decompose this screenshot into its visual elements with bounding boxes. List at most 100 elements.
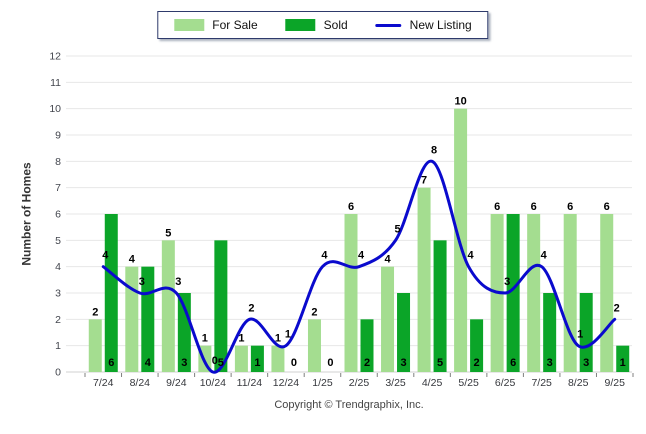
new-listing-value-label: 2 — [248, 302, 254, 314]
new-listing-value-label: 8 — [431, 144, 437, 156]
new-listing-value-label: 4 — [541, 250, 548, 262]
for-sale-value-label: 1 — [238, 333, 244, 345]
new-listing-value-label: 3 — [504, 276, 510, 288]
for-sale-value-label: 6 — [494, 201, 500, 213]
bar-for-sale — [234, 345, 248, 372]
x-tick-label: 8/24 — [130, 377, 151, 389]
bar-sold — [214, 240, 228, 372]
new-listing-value-label: 2 — [614, 302, 620, 314]
for-sale-value-label: 5 — [165, 227, 171, 239]
for-sale-value-label: 1 — [275, 333, 281, 345]
sold-value-label: 0 — [291, 357, 297, 369]
new-listing-value-label: 4 — [358, 250, 365, 262]
new-listing-value-label: 1 — [577, 329, 583, 341]
bar-sold — [360, 319, 374, 372]
bar-sold — [397, 293, 411, 372]
sold-swatch-icon — [285, 19, 316, 31]
for-sale-value-label: 6 — [604, 201, 610, 213]
copyright-text: Copyright © Trendgraphix, Inc. — [274, 399, 424, 411]
for-sale-value-label: 4 — [129, 254, 136, 266]
bar-for-sale — [161, 240, 175, 372]
new-listing-value-label: 3 — [175, 276, 181, 288]
x-tick-label: 7/25 — [531, 377, 552, 389]
y-tick-label: 8 — [55, 156, 61, 168]
new-listing-value-label: 4 — [102, 250, 109, 262]
for-sale-value-label: 10 — [454, 96, 466, 108]
sold-value-label: 3 — [547, 357, 553, 369]
sold-value-label: 6 — [510, 357, 516, 369]
sold-value-label: 5 — [437, 357, 443, 369]
bar-sold — [433, 240, 447, 372]
legend-item-sold: Sold — [285, 18, 348, 32]
y-tick-label: 7 — [55, 182, 61, 194]
x-tick-label: 9/25 — [605, 377, 626, 389]
x-tick-label: 2/25 — [349, 377, 370, 389]
sold-value-label: 1 — [620, 357, 626, 369]
for-sale-value-label: 2 — [92, 306, 98, 318]
chart-legend: For Sale Sold New Listing — [157, 11, 489, 39]
x-tick-label: 5/25 — [458, 377, 479, 389]
bar-sold — [579, 293, 593, 372]
new-listing-line-icon — [375, 23, 402, 27]
x-tick-label: 12/24 — [273, 377, 299, 389]
bar-sold — [543, 293, 557, 372]
y-tick-label: 1 — [55, 340, 61, 352]
y-tick-label: 9 — [55, 130, 61, 142]
for-sale-value-label: 1 — [202, 333, 208, 345]
x-tick-label: 3/25 — [385, 377, 406, 389]
y-tick-label: 6 — [55, 209, 61, 221]
bar-for-sale — [527, 214, 541, 372]
x-tick-label: 10/24 — [200, 377, 226, 389]
y-tick-label: 10 — [49, 103, 61, 115]
sold-value-label: 5 — [218, 357, 224, 369]
sold-value-label: 2 — [474, 357, 480, 369]
for-sale-value-label: 2 — [311, 306, 317, 318]
y-tick-label: 3 — [55, 288, 61, 300]
new-listing-value-label: 0 — [212, 355, 218, 367]
x-tick-label: 1/25 — [312, 377, 333, 389]
bar-for-sale — [563, 214, 577, 372]
bar-sold — [506, 214, 520, 372]
x-tick-label: 11/24 — [237, 377, 263, 389]
sold-value-label: 2 — [364, 357, 370, 369]
legend-label-for-sale: For Sale — [212, 18, 258, 32]
y-tick-label: 11 — [50, 77, 61, 89]
new-listing-value-label: 1 — [285, 329, 291, 341]
legend-label-new-listing: New Listing — [409, 18, 472, 32]
sold-value-label: 3 — [181, 357, 187, 369]
bar-sold — [616, 345, 630, 372]
for-sale-value-label: 7 — [421, 175, 427, 187]
y-tick-label: 5 — [55, 235, 61, 247]
y-tick-label: 0 — [55, 367, 61, 379]
bar-for-sale — [271, 345, 285, 372]
new-listing-value-label: 4 — [468, 250, 475, 262]
bar-for-sale — [600, 214, 614, 372]
bar-sold — [470, 319, 484, 372]
bar-for-sale — [125, 266, 139, 372]
y-tick-label: 2 — [55, 314, 61, 326]
new-listing-value-label: 5 — [394, 223, 400, 235]
for-sale-value-label: 6 — [567, 201, 573, 213]
bar-sold — [104, 214, 118, 372]
for-sale-value-label: 4 — [384, 254, 391, 266]
legend-item-new-listing: New Listing — [375, 18, 472, 32]
legend-item-for-sale: For Sale — [174, 18, 258, 32]
x-tick-label: 4/25 — [422, 377, 443, 389]
sold-value-label: 6 — [108, 357, 114, 369]
for-sale-value-label: 6 — [348, 201, 354, 213]
x-tick-label: 7/24 — [93, 377, 114, 389]
bar-for-sale — [417, 187, 431, 372]
x-tick-label: 6/25 — [495, 377, 516, 389]
sold-value-label: 3 — [583, 357, 589, 369]
sold-value-label: 4 — [145, 357, 152, 369]
new-listing-value-label: 4 — [321, 250, 328, 262]
bar-for-sale — [381, 266, 395, 372]
bar-for-sale — [88, 319, 102, 372]
legend-label-sold: Sold — [323, 18, 348, 32]
y-tick-label: 12 — [49, 51, 61, 63]
sold-value-label: 1 — [254, 357, 260, 369]
new-listing-line — [101, 159, 617, 374]
y-tick-label: 4 — [55, 261, 61, 273]
new-listing-value-label: 3 — [139, 276, 145, 288]
